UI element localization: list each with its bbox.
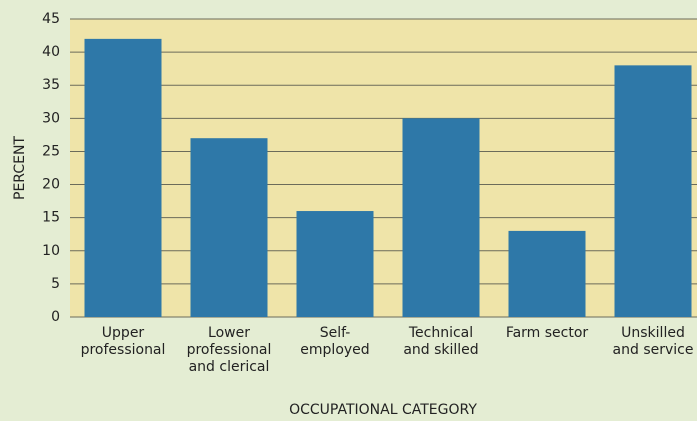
y-tick-label: 40 <box>42 44 60 60</box>
y-tick-label: 20 <box>42 177 60 193</box>
x-tick-label: professional <box>81 342 166 358</box>
bar <box>402 118 480 317</box>
y-tick-label: 10 <box>42 243 60 259</box>
x-tick-label: Upper <box>102 325 145 341</box>
bar <box>84 38 162 317</box>
x-tick-label: Farm sector <box>506 325 589 341</box>
y-tick-label: 35 <box>42 77 60 93</box>
y-tick-label: 15 <box>42 210 60 226</box>
x-axis-label: OCCUPATIONAL CATEGORY <box>289 402 477 418</box>
y-tick-label: 45 <box>42 11 60 27</box>
x-tick-label: and clerical <box>189 359 270 375</box>
x-tick-label: and service <box>613 342 694 358</box>
x-tick-label: and skilled <box>403 342 478 358</box>
y-tick-label: 30 <box>42 110 60 126</box>
bar <box>508 230 586 317</box>
y-tick-label: 5 <box>51 276 60 292</box>
x-tick-label: employed <box>300 342 369 358</box>
x-tick-label: Lower <box>208 325 250 341</box>
x-tick-label: Technical <box>408 325 473 341</box>
plot-area <box>70 19 697 317</box>
y-tick-label: 0 <box>51 309 60 325</box>
bar <box>614 65 692 317</box>
x-tick-label: Self- <box>320 325 351 341</box>
bar <box>190 138 268 317</box>
x-tick-label: Unskilled <box>621 325 685 341</box>
bar <box>296 211 374 317</box>
y-axis-label: PERCENT <box>12 136 28 200</box>
x-tick-label: professional <box>187 342 272 358</box>
y-tick-label: 25 <box>42 143 60 159</box>
